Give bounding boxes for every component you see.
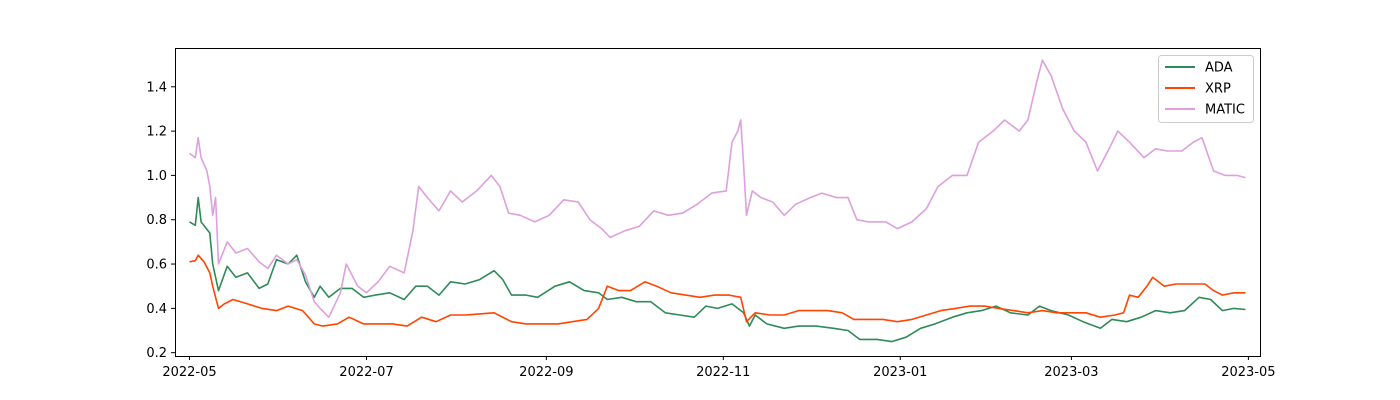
legend-label-matic: MATIC	[1205, 103, 1245, 118]
x-tick-label: 2022-07	[339, 365, 393, 380]
legend-label-ada: ADA	[1205, 61, 1233, 76]
x-tick-label: 2023-03	[1044, 365, 1098, 380]
x-tick-label: 2022-11	[696, 365, 750, 380]
legend: ADA XRP MATIC	[1158, 55, 1254, 123]
x-tick-label: 2022-05	[162, 365, 216, 380]
y-tick-label: 0.6	[146, 258, 167, 273]
x-tick-label: 2022-09	[519, 365, 573, 380]
legend-label-xrp: XRP	[1205, 82, 1231, 97]
legend-box	[1158, 55, 1254, 123]
series-line-matic	[189, 59, 1246, 318]
x-tick-label: 2023-05	[1221, 365, 1275, 380]
series-line-xrp	[189, 254, 1246, 327]
y-axis: 0.2 0.4 0.6 0.8 1.0 1.2 1.4	[146, 80, 175, 361]
y-tick-label: 0.4	[146, 302, 167, 317]
y-tick-label: 1.4	[146, 80, 167, 95]
x-axis: 2022-05 2022-07 2022-09 2022-11 2023-01 2023-…	[162, 356, 1276, 380]
series-layer	[189, 59, 1246, 343]
y-tick-label: 0.2	[146, 346, 167, 361]
x-tick-label: 2023-01	[873, 365, 927, 380]
y-tick-label: 1.2	[146, 125, 167, 140]
y-tick-label: 0.8	[146, 213, 167, 228]
y-tick-label: 1.0	[146, 169, 167, 184]
plot-frame	[175, 48, 1261, 357]
